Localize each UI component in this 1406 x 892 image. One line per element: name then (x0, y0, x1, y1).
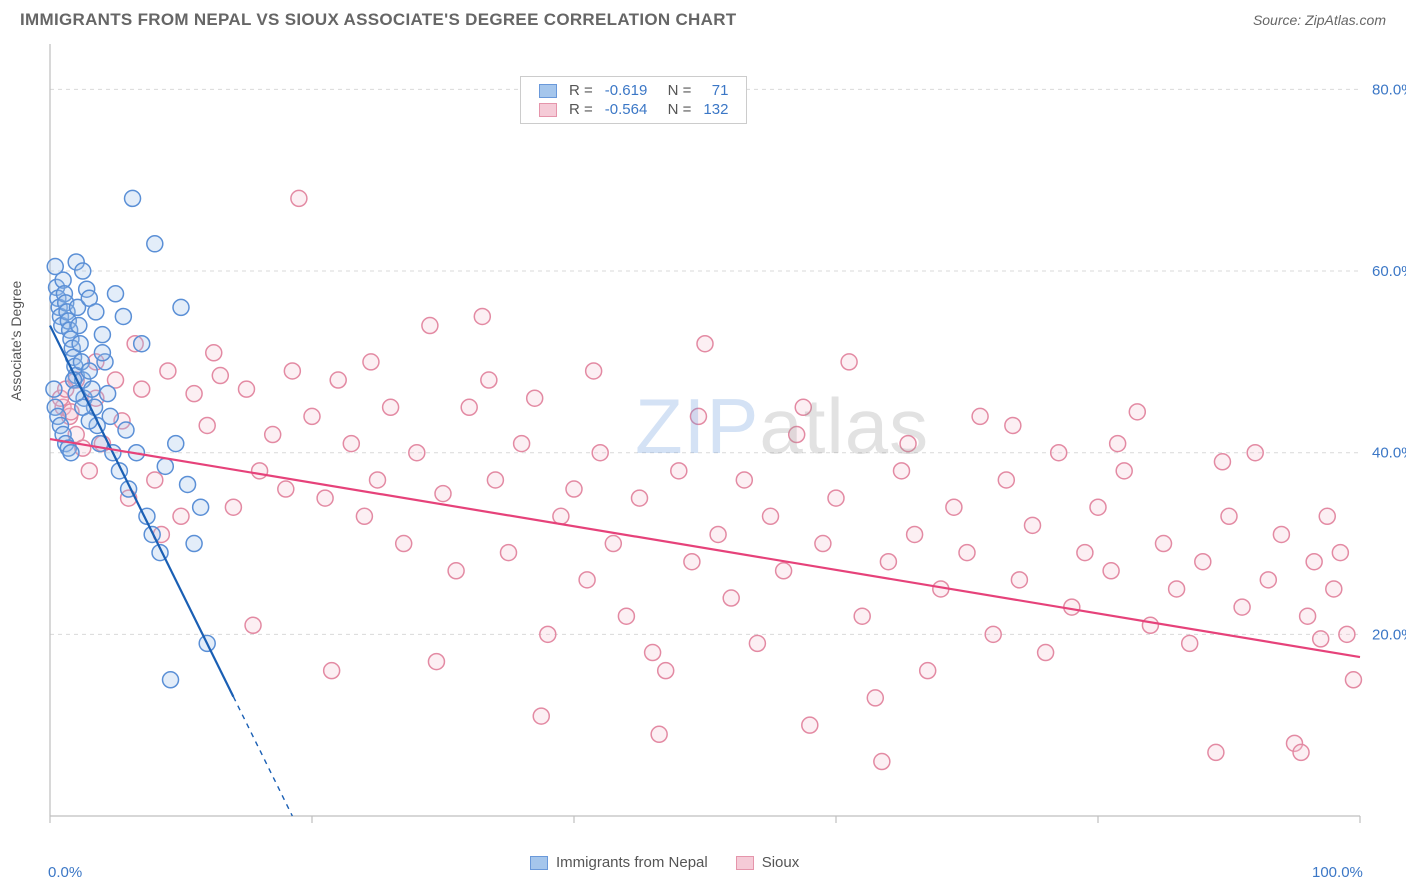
legend-bottom-swatch-1 (736, 856, 754, 870)
x-axis-max-label: 100.0% (1312, 864, 1363, 881)
y-axis-title: Associate's Degree (8, 281, 24, 401)
r-value-1: -0.564 (599, 100, 654, 119)
legend-bottom-swatch-0 (530, 856, 548, 870)
legend-stats-box: R = -0.619 N = 71 R = -0.564 N = 132 (520, 76, 747, 124)
chart-title: IMMIGRANTS FROM NEPAL VS SIOUX ASSOCIATE… (20, 10, 736, 30)
legend-series-names: Immigrants from Nepal Sioux (530, 854, 799, 871)
legend-row-series-0: R = -0.619 N = 71 (533, 81, 734, 100)
svg-text:20.0%: 20.0% (1372, 626, 1406, 643)
legend-item-1: Sioux (736, 854, 800, 871)
chart-area: Associate's Degree 20.0%40.0%60.0%80.0% … (0, 36, 1406, 886)
n-label-0: N = (653, 81, 697, 100)
n-value-0: 71 (697, 81, 734, 100)
legend-name-1: Sioux (762, 854, 800, 871)
svg-text:80.0%: 80.0% (1372, 81, 1406, 98)
r-value-0: -0.619 (599, 81, 654, 100)
legend-item-0: Immigrants from Nepal (530, 854, 708, 871)
r-label-1: R = (563, 100, 599, 119)
r-label-0: R = (563, 81, 599, 100)
legend-name-0: Immigrants from Nepal (556, 854, 708, 871)
legend-swatch-1 (539, 103, 557, 117)
source-attribution: Source: ZipAtlas.com (1253, 12, 1386, 28)
n-label-1: N = (653, 100, 697, 119)
x-axis-min-label: 0.0% (48, 864, 82, 881)
legend-swatch-0 (539, 84, 557, 98)
scatter-plot-svg: 20.0% 40.0% 60.0% 80.0% (0, 36, 1406, 886)
legend-row-series-1: R = -0.564 N = 132 (533, 100, 734, 119)
svg-text:60.0%: 60.0% (1372, 263, 1406, 280)
n-value-1: 132 (697, 100, 734, 119)
svg-text:40.0%: 40.0% (1372, 445, 1406, 462)
